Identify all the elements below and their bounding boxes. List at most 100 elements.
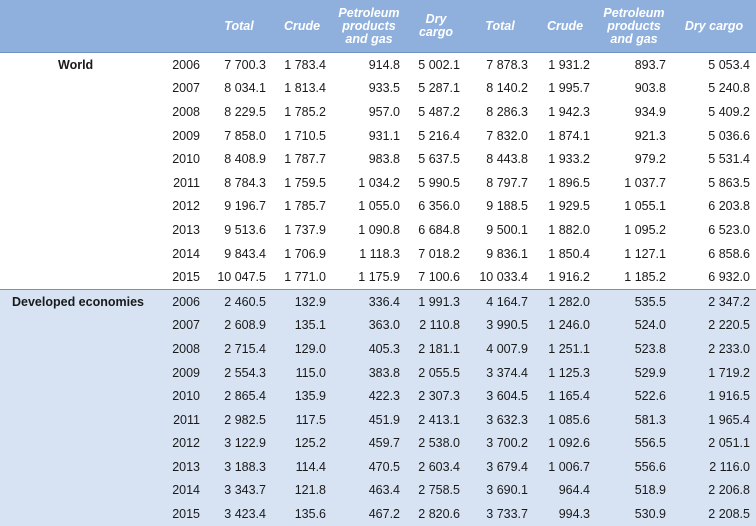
group-world: World 2006 7 700.3 1 783.4 914.8 5 002.1 7 878… [0, 53, 756, 290]
table-row: 2010 2 865.4 135.9 422.3 2 307.3 3 604.5 1 165… [0, 384, 756, 408]
year-cell: 2012 [172, 199, 200, 214]
value-cell: 2 982.5 [224, 412, 266, 427]
value-cell: 1 085.6 [548, 412, 590, 427]
value-cell: 8 229.5 [224, 104, 266, 119]
value-cell: 1 882.0 [548, 222, 590, 237]
value-cell: 3 122.9 [224, 436, 266, 451]
table-row: 2008 8 229.5 1 785.2 957.0 5 487.2 8 286.3 1 9… [0, 100, 756, 124]
value-cell: 5 409.2 [708, 104, 750, 119]
value-cell: 1 813.4 [284, 81, 326, 96]
value-cell: 135.1 [294, 318, 326, 333]
year-cell: 2007 [172, 81, 200, 96]
value-cell: 8 140.2 [486, 81, 528, 96]
value-cell: 1 719.2 [708, 365, 750, 380]
value-cell: 115.0 [295, 365, 326, 380]
value-cell: 132.9 [272, 288, 332, 314]
value-cell: 2 715.4 [224, 341, 266, 356]
value-cell: 9 500.1 [486, 222, 528, 237]
value-cell: 1 090.8 [358, 222, 400, 237]
header-crude-1: Crude [272, 0, 332, 53]
value-cell: 8 286.3 [486, 104, 528, 119]
value-cell: 2 055.5 [418, 365, 460, 380]
value-cell: 2 608.9 [224, 318, 266, 333]
year-cell: 2015 [172, 270, 200, 285]
value-cell: 5 487.2 [418, 104, 460, 119]
value-cell: 1 055.1 [624, 199, 666, 214]
value-cell: 5 637.5 [418, 152, 460, 167]
value-cell: 2 110.8 [419, 318, 460, 333]
value-cell: 2 554.3 [224, 365, 266, 380]
value-cell: 581.3 [634, 412, 666, 427]
value-cell: 1 991.3 [406, 288, 466, 314]
value-cell: 383.8 [368, 365, 400, 380]
year-cell: 2009 [172, 128, 200, 143]
value-cell: 1 850.4 [548, 246, 590, 261]
value-cell: 129.0 [294, 341, 326, 356]
year-cell: 2013 [172, 459, 200, 474]
value-cell: 3 604.5 [486, 389, 528, 404]
value-cell: 121.8 [294, 483, 326, 498]
value-cell: 1 896.5 [548, 175, 590, 190]
value-cell: 6 858.6 [708, 246, 750, 261]
value-cell: 2 865.4 [224, 389, 266, 404]
table-row: 2014 9 843.4 1 706.9 1 118.3 7 018.2 9 836.1 1… [0, 242, 756, 266]
header-row: Total Crude Petroleum products and gas D… [0, 0, 756, 53]
value-cell: 3 632.3 [486, 412, 528, 427]
value-cell: 931.1 [368, 128, 400, 143]
value-cell: 8 443.8 [486, 152, 528, 167]
value-cell: 336.4 [332, 288, 406, 314]
value-cell: 5 287.1 [418, 81, 460, 96]
header-dry-cargo-2: Dry cargo [672, 0, 756, 53]
value-cell: 1 127.1 [624, 246, 666, 261]
value-cell: 1 037.7 [624, 175, 666, 190]
value-cell: 2 307.3 [418, 389, 460, 404]
value-cell: 1 006.7 [548, 459, 590, 474]
year-cell: 2013 [172, 222, 200, 237]
value-cell: 1 246.0 [548, 318, 590, 333]
value-cell: 117.5 [295, 412, 326, 427]
value-cell: 10 047.5 [217, 270, 266, 285]
value-cell: 994.3 [558, 507, 590, 522]
value-cell: 1 759.5 [284, 175, 326, 190]
value-cell: 957.0 [368, 104, 400, 119]
header-total-2: Total [466, 0, 534, 53]
value-cell: 983.8 [368, 152, 400, 167]
value-cell: 524.0 [634, 318, 666, 333]
value-cell: 518.9 [634, 483, 666, 498]
value-cell: 556.6 [634, 459, 666, 474]
value-cell: 9 513.6 [224, 222, 266, 237]
value-cell: 1 706.9 [284, 246, 326, 261]
header-region [0, 0, 146, 53]
value-cell: 1 737.9 [284, 222, 326, 237]
value-cell: 2 206.8 [708, 483, 750, 498]
value-cell: 1 165.4 [548, 389, 590, 404]
value-cell: 1 055.0 [358, 199, 400, 214]
table-row: 2013 9 513.6 1 737.9 1 090.8 6 684.8 9 500.1 1… [0, 218, 756, 242]
value-cell: 3 990.5 [486, 318, 528, 333]
value-cell: 10 033.4 [479, 270, 528, 285]
value-cell: 467.2 [368, 507, 400, 522]
table-row: 2014 3 343.7 121.8 463.4 2 758.5 3 690.1 964.4… [0, 478, 756, 503]
value-cell: 3 188.3 [224, 459, 266, 474]
value-cell: 9 196.7 [224, 199, 266, 214]
value-cell: 1 034.2 [358, 175, 400, 190]
year-cell: 2009 [172, 365, 200, 380]
value-cell: 535.5 [596, 288, 672, 314]
value-cell: 114.4 [295, 459, 326, 474]
value-cell: 2 051.1 [708, 436, 750, 451]
value-cell: 9 188.5 [486, 199, 528, 214]
value-cell: 2 538.0 [418, 436, 460, 451]
table-row: 2009 2 554.3 115.0 383.8 2 055.5 3 374.4 1 125… [0, 360, 756, 385]
value-cell: 933.5 [368, 81, 400, 96]
value-cell: 125.2 [294, 436, 326, 451]
header-total-1: Total [206, 0, 272, 53]
value-cell: 1 785.7 [284, 199, 326, 214]
value-cell: 1 995.7 [548, 81, 590, 96]
value-cell: 405.3 [368, 341, 400, 356]
value-cell: 5 216.4 [418, 128, 460, 143]
value-cell: 2 347.2 [672, 288, 756, 314]
value-cell: 2 460.5 [206, 288, 272, 314]
year-cell: 2010 [172, 389, 200, 404]
value-cell: 530.9 [634, 507, 666, 522]
